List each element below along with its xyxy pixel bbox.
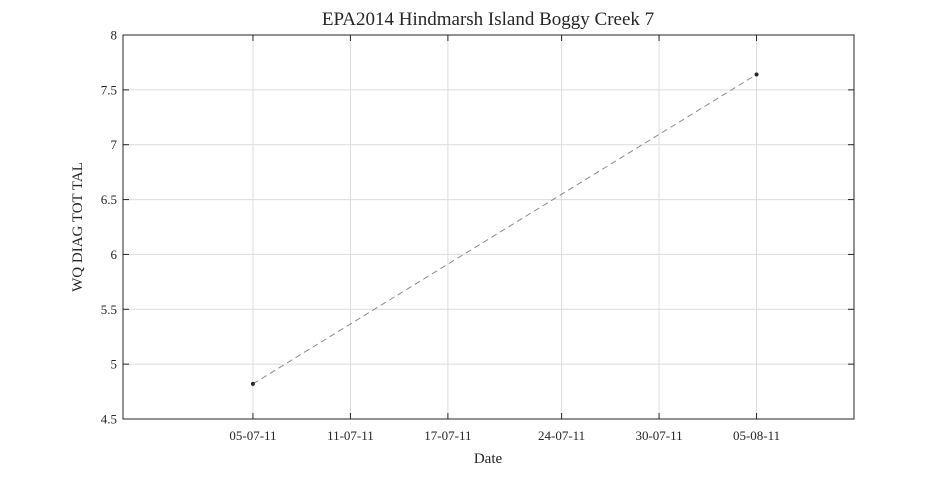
y-tick-label: 6 (111, 247, 118, 262)
x-axis-ticks: 05-07-11 11-07-11 17-07-11 24-07-11 30-07-11… (229, 35, 780, 443)
x-tick-label: 17-07-11 (424, 428, 471, 443)
x-tick-label: 30-07-11 (635, 428, 682, 443)
x-tick-label: 05-08-11 (733, 428, 780, 443)
y-tick-label: 5 (111, 357, 118, 372)
y-axis-ticks: 4.5 5 5.5 6 6.5 7 7.5 8 (101, 28, 854, 427)
y-axis-label: WQ DIAG TOT TAL (70, 162, 86, 292)
chart-title: EPA2014 Hindmarsh Island Boggy Creek 7 (322, 9, 654, 30)
data-point (250, 381, 255, 386)
x-tick-label: 24-07-11 (538, 428, 585, 443)
x-tick-label: 11-07-11 (327, 428, 374, 443)
y-tick-label: 6.5 (101, 192, 117, 207)
y-tick-label: 4.5 (101, 412, 117, 427)
data-point (754, 72, 759, 77)
y-tick-label: 7.5 (101, 82, 117, 97)
y-tick-label: 5.5 (101, 302, 117, 317)
plot-area-frame (122, 34, 855, 420)
x-tick-label: 05-07-11 (229, 428, 276, 443)
y-tick-label: 8 (111, 28, 118, 43)
data-series (250, 72, 759, 386)
series-line (252, 74, 757, 385)
x-axis-label: Date (474, 451, 503, 467)
y-tick-label: 7 (111, 137, 118, 152)
grid (123, 35, 854, 419)
